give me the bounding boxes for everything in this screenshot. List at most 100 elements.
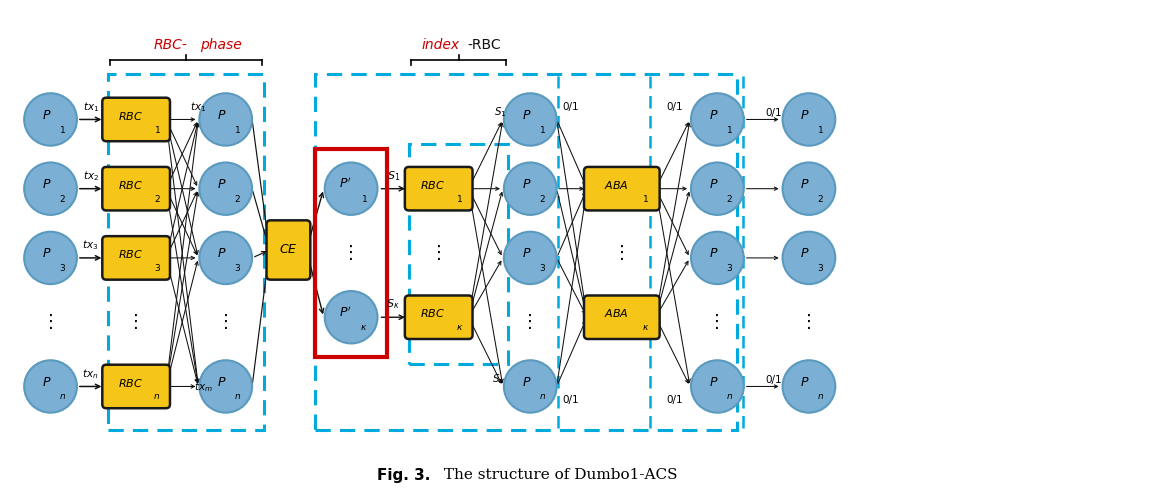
- Circle shape: [25, 232, 77, 284]
- Text: $2$: $2$: [153, 193, 160, 204]
- Circle shape: [691, 232, 744, 284]
- Text: $P$: $P$: [521, 108, 530, 122]
- Text: $S_{1}$: $S_{1}$: [386, 169, 399, 182]
- Bar: [409, 144, 508, 364]
- Text: $RBC$: $RBC$: [117, 376, 143, 388]
- Bar: [315, 148, 388, 358]
- Circle shape: [199, 94, 252, 146]
- Text: $\kappa$: $\kappa$: [642, 322, 650, 332]
- Circle shape: [324, 162, 377, 215]
- Circle shape: [782, 232, 835, 284]
- Circle shape: [782, 94, 835, 146]
- Circle shape: [691, 162, 744, 215]
- Text: ⋮: ⋮: [217, 313, 234, 331]
- FancyBboxPatch shape: [405, 167, 473, 210]
- Text: $RBC$: $RBC$: [117, 110, 143, 122]
- Text: $ABA$: $ABA$: [603, 308, 628, 320]
- Text: ⋮: ⋮: [521, 313, 540, 331]
- Circle shape: [691, 360, 744, 412]
- Text: 0/1: 0/1: [666, 396, 683, 406]
- Circle shape: [199, 162, 252, 215]
- Circle shape: [691, 94, 744, 146]
- Text: $P$: $P$: [521, 178, 530, 190]
- FancyBboxPatch shape: [102, 364, 170, 408]
- FancyBboxPatch shape: [102, 98, 170, 141]
- Text: $3$: $3$: [539, 262, 546, 274]
- Circle shape: [25, 360, 77, 412]
- Circle shape: [199, 232, 252, 284]
- Text: $1$: $1$: [361, 193, 368, 204]
- Circle shape: [782, 360, 835, 412]
- Text: $CE$: $CE$: [279, 244, 297, 256]
- Text: $n$: $n$: [234, 392, 241, 401]
- Text: $P$: $P$: [217, 247, 226, 260]
- Text: $P$: $P$: [800, 108, 809, 122]
- Circle shape: [504, 162, 556, 215]
- Text: $1$: $1$: [153, 124, 160, 135]
- Text: $RBC$: $RBC$: [420, 308, 445, 320]
- Circle shape: [504, 232, 556, 284]
- Text: Fig. 3.: Fig. 3.: [377, 468, 431, 483]
- Text: $P$: $P$: [708, 178, 718, 190]
- Text: $\kappa$: $\kappa$: [361, 322, 368, 332]
- Text: $P'$: $P'$: [338, 177, 351, 192]
- Text: $P'$: $P'$: [338, 306, 351, 320]
- Text: $P$: $P$: [42, 247, 52, 260]
- Text: $3$: $3$: [726, 262, 733, 274]
- Text: ⋮: ⋮: [800, 313, 817, 331]
- Text: $P$: $P$: [217, 108, 226, 122]
- Text: $1$: $1$: [59, 124, 66, 135]
- Text: $S_{\kappa}$: $S_{\kappa}$: [386, 298, 400, 312]
- Text: $RBC$: $RBC$: [117, 178, 143, 190]
- Text: ⋮: ⋮: [430, 244, 447, 262]
- Circle shape: [782, 162, 835, 215]
- Text: $1$: $1$: [817, 124, 824, 135]
- Text: $P$: $P$: [521, 376, 530, 388]
- Text: $3$: $3$: [153, 262, 160, 274]
- Text: $S_{\kappa}$: $S_{\kappa}$: [492, 372, 505, 386]
- Bar: [108, 74, 263, 430]
- Text: ⋮: ⋮: [612, 244, 631, 262]
- Text: $1$: $1$: [726, 124, 733, 135]
- Circle shape: [25, 162, 77, 215]
- Circle shape: [25, 94, 77, 146]
- Text: The structure of Dumbo1-ACS: The structure of Dumbo1-ACS: [439, 468, 677, 482]
- Text: $2$: $2$: [539, 193, 546, 204]
- Text: $\kappa$: $\kappa$: [456, 322, 464, 332]
- Text: $n$: $n$: [59, 392, 66, 401]
- Text: $P$: $P$: [708, 108, 718, 122]
- Text: 0/1: 0/1: [563, 396, 580, 406]
- Text: $n$: $n$: [539, 392, 546, 401]
- Text: $n$: $n$: [726, 392, 733, 401]
- Text: $P$: $P$: [42, 178, 52, 190]
- Text: $1$: $1$: [234, 124, 241, 135]
- Text: $P$: $P$: [708, 376, 718, 388]
- Text: index: index: [422, 38, 460, 52]
- Text: $2$: $2$: [234, 193, 241, 204]
- Text: $3$: $3$: [817, 262, 824, 274]
- Text: $P$: $P$: [42, 376, 52, 388]
- Text: $1$: $1$: [457, 193, 463, 204]
- FancyBboxPatch shape: [584, 296, 659, 339]
- FancyBboxPatch shape: [405, 296, 473, 339]
- Text: phase: phase: [200, 38, 241, 52]
- Text: $RBC$: $RBC$: [117, 248, 143, 260]
- Text: ⋮: ⋮: [342, 244, 361, 262]
- Text: $ABA$: $ABA$: [603, 178, 628, 190]
- Text: ⋮: ⋮: [41, 313, 60, 331]
- Text: $1$: $1$: [539, 124, 546, 135]
- FancyBboxPatch shape: [102, 167, 170, 210]
- Text: $P$: $P$: [217, 376, 226, 388]
- Text: $2$: $2$: [59, 193, 66, 204]
- Text: $2$: $2$: [726, 193, 733, 204]
- Text: $P$: $P$: [708, 247, 718, 260]
- Text: $P$: $P$: [217, 178, 226, 190]
- Circle shape: [504, 360, 556, 412]
- Text: $P$: $P$: [42, 108, 52, 122]
- FancyBboxPatch shape: [267, 220, 310, 280]
- Text: 0/1: 0/1: [766, 108, 782, 118]
- Text: $3$: $3$: [59, 262, 66, 274]
- Text: $P$: $P$: [521, 247, 530, 260]
- Text: $n$: $n$: [817, 392, 824, 401]
- Text: $tx_{n}$: $tx_{n}$: [82, 366, 98, 380]
